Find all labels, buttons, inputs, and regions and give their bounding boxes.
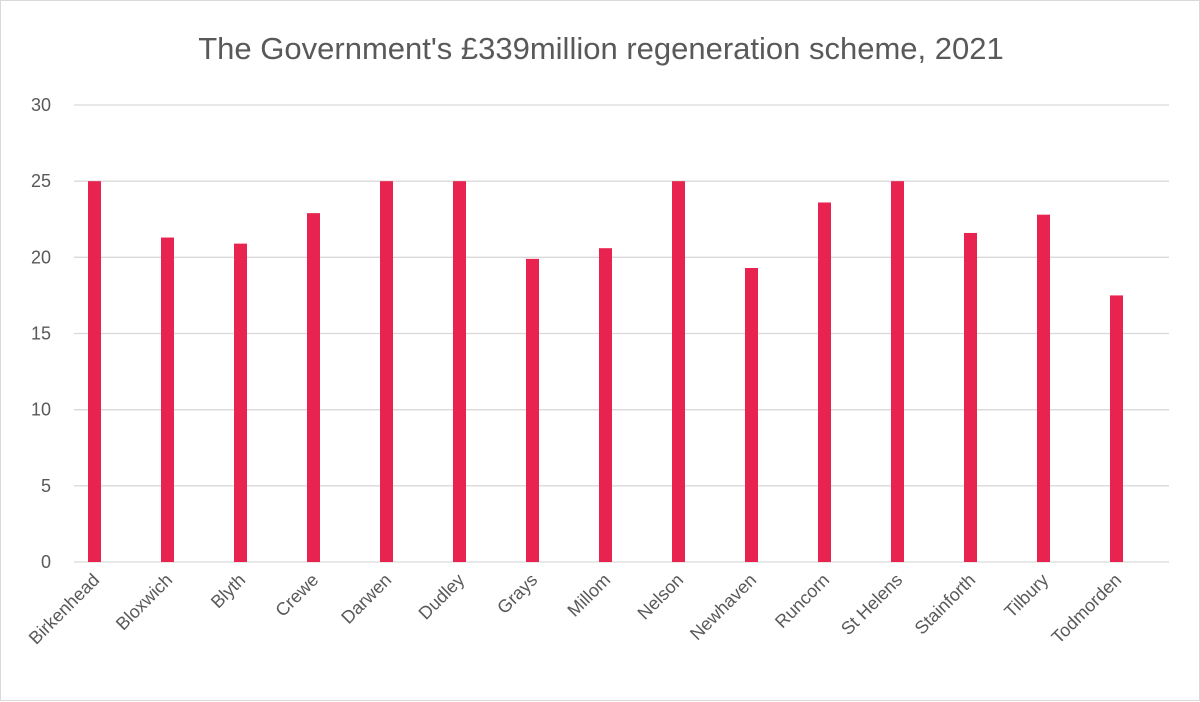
bar-darwen: [380, 181, 393, 562]
y-tick-label: 25: [31, 171, 51, 191]
x-tick-label: Millom: [563, 570, 614, 621]
bar-crewe: [307, 213, 320, 562]
x-tick-label: Dudley: [415, 570, 469, 624]
bar-stainforth: [964, 232, 977, 562]
x-tick-label: Newhaven: [686, 570, 760, 644]
y-axis-ticks: 0 5 10 15 20 25 30: [31, 95, 51, 572]
x-tick-label: Grays: [493, 570, 541, 618]
bar-nelson: [672, 181, 685, 562]
gridlines: [74, 104, 1169, 563]
y-tick-label: 0: [41, 552, 51, 572]
x-tick-label: Runcorn: [771, 570, 833, 632]
x-tick-label: Stainforth: [911, 570, 980, 639]
y-tick-label: 30: [31, 95, 51, 115]
y-tick-label: 20: [31, 247, 51, 267]
bar-dudley: [453, 181, 466, 562]
chart-title: The Government's £339million regeneratio…: [198, 31, 1004, 66]
x-axis-ticks: Birkenhead Bloxwich Blyth Crewe Darwen Dudley…: [25, 570, 1126, 649]
x-tick-label: Darwen: [337, 570, 395, 628]
x-tick-label: Todmorden: [1048, 570, 1126, 648]
x-tick-label: Crewe: [271, 570, 322, 621]
x-tick-label: Nelson: [634, 570, 688, 624]
y-tick-label: 5: [41, 476, 51, 496]
bar-runcorn: [818, 202, 831, 562]
x-tick-label: Tilbury: [1000, 570, 1052, 622]
x-tick-label: Birkenhead: [25, 570, 104, 649]
bar-newhaven: [745, 267, 758, 562]
bar-tilbury: [1037, 214, 1050, 562]
bar-st-helens: [891, 181, 904, 562]
bar-grays: [526, 258, 539, 562]
x-tick-label: Blyth: [207, 570, 249, 612]
bar-bloxwich: [161, 237, 174, 562]
bar-todmorden: [1110, 295, 1123, 562]
y-tick-label: 15: [31, 324, 51, 344]
x-tick-label: Bloxwich: [112, 570, 176, 634]
bar-blyth: [234, 243, 247, 562]
bar-birkenhead: [88, 181, 101, 562]
y-tick-label: 10: [31, 400, 51, 420]
bar-millom: [599, 248, 612, 562]
bars: [88, 181, 1123, 562]
x-tick-label: St Helens: [837, 570, 906, 639]
